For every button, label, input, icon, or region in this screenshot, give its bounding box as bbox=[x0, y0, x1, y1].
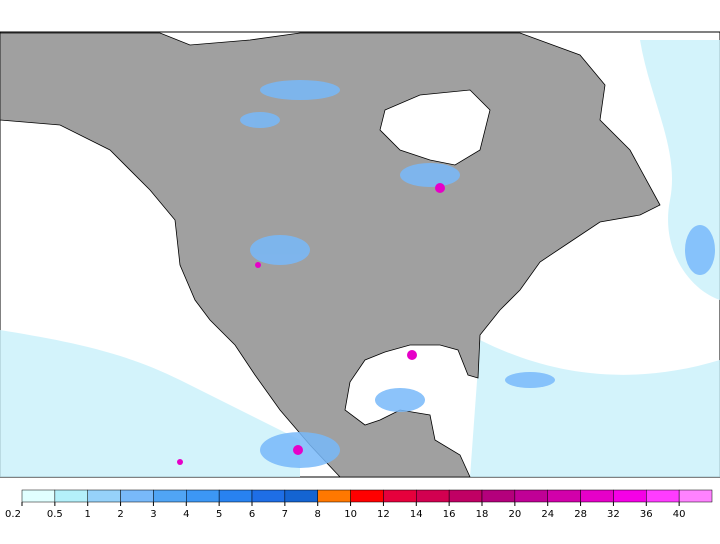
legend-swatch bbox=[186, 489, 220, 503]
legend-label: 28 bbox=[574, 509, 587, 520]
legend-swatch bbox=[613, 489, 647, 503]
legend-swatch bbox=[448, 489, 483, 503]
legend-label: 7 bbox=[282, 509, 288, 520]
legend-swatch bbox=[284, 489, 318, 503]
legend-swatch bbox=[547, 489, 581, 503]
legend-swatch bbox=[317, 489, 351, 503]
legend-swatch bbox=[21, 489, 56, 503]
legend-label: 0.2 bbox=[5, 509, 21, 520]
legend-swatch bbox=[54, 489, 88, 503]
legend-swatch bbox=[251, 489, 286, 503]
legend-label: 8 bbox=[315, 509, 321, 520]
legend-label: 2 bbox=[117, 509, 123, 520]
legend-label: 36 bbox=[640, 509, 653, 520]
legend-label: 10 bbox=[344, 509, 357, 520]
legend-label: 40 bbox=[673, 509, 686, 520]
legend-label: 3 bbox=[150, 509, 156, 520]
legend-label: 6 bbox=[249, 509, 255, 520]
legend-label: 4 bbox=[183, 509, 189, 520]
color-legend: 0.2 0.5 1 2 3 4 5 6 7 8 10 12 14 16 18 20 24 28 32 36 40 bbox=[5, 489, 713, 520]
legend-label: 14 bbox=[410, 509, 423, 520]
precip-ocean bbox=[0, 40, 720, 477]
hudson-bay bbox=[379, 89, 491, 166]
legend-swatch bbox=[646, 489, 680, 503]
legend-label: 0.5 bbox=[47, 509, 63, 520]
legend-label: 16 bbox=[443, 509, 456, 520]
legend-swatch bbox=[580, 489, 614, 503]
precip-heavy bbox=[177, 183, 445, 465]
legend-swatch bbox=[514, 489, 548, 503]
legend-swatch bbox=[350, 489, 384, 503]
legend-label: 24 bbox=[541, 509, 554, 520]
legend-swatch bbox=[678, 489, 713, 503]
legend-label: 5 bbox=[216, 509, 222, 520]
legend-label: 20 bbox=[508, 509, 521, 520]
legend-swatch bbox=[120, 489, 154, 503]
legend-swatch bbox=[416, 489, 450, 503]
legend-label: 12 bbox=[377, 509, 390, 520]
legend-swatch bbox=[153, 489, 187, 503]
land bbox=[0, 32, 661, 478]
legend-label: 32 bbox=[607, 509, 620, 520]
legend-label: 1 bbox=[85, 509, 91, 520]
legend-swatch bbox=[383, 489, 417, 503]
legend-swatch bbox=[218, 489, 253, 503]
precip-land bbox=[240, 80, 715, 468]
map bbox=[0, 31, 720, 478]
legend-label: 18 bbox=[476, 509, 489, 520]
legend-swatch bbox=[481, 489, 516, 503]
legend-swatch bbox=[87, 489, 121, 503]
